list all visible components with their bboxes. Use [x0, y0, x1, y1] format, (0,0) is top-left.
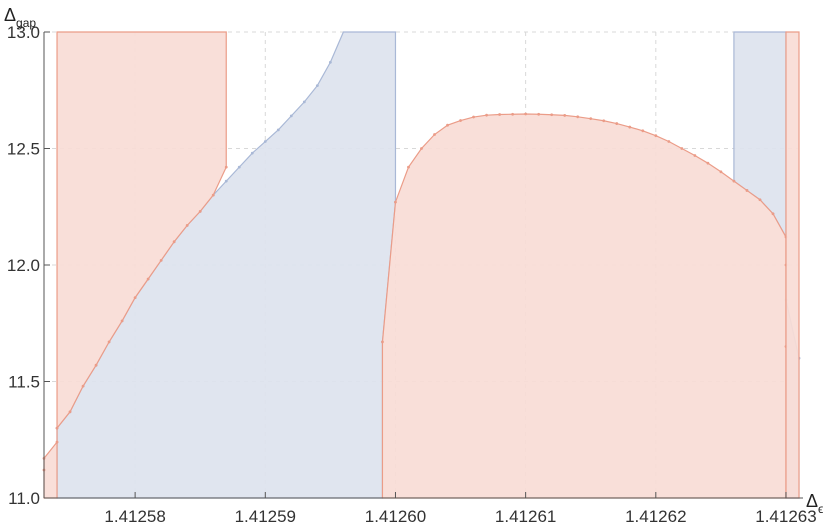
- y-axis-label: Δgap: [4, 5, 36, 30]
- point-red-3-6: [446, 123, 449, 127]
- x-tick-label-2: 1.41260: [365, 507, 426, 526]
- point-red-2-10: [172, 240, 176, 244]
- region-red-3: [381, 113, 787, 499]
- point-red-2-8: [198, 210, 202, 213]
- point-red-3-18: [602, 119, 606, 123]
- tick-labels: 1.41258 1.41259 1.41260 1.41261 1.41262 1.412…: [7, 23, 817, 526]
- point-blue-0-15: [237, 165, 241, 169]
- point-red-2-9: [185, 223, 189, 227]
- point-red-2-19: [55, 426, 59, 430]
- y-axis-label-sub: gap: [16, 16, 36, 30]
- point-blue-0-19: [289, 114, 293, 118]
- point-red-3-22: [654, 134, 658, 138]
- point-red-2-12: [146, 277, 150, 281]
- point-blue-0-17: [263, 140, 267, 143]
- point-red-3-30: [758, 198, 762, 202]
- point-blue-0-22: [328, 60, 332, 64]
- point-blue-0-21: [315, 84, 319, 87]
- point-red-2-18: [68, 410, 72, 414]
- point-red-3-2: [394, 200, 397, 204]
- point-red-2-11: [159, 258, 163, 262]
- point-red-2-3: [55, 440, 59, 444]
- y-tick-label-2: 12.0: [7, 256, 40, 275]
- y-tick-label-1: 11.5: [8, 373, 40, 392]
- point-red-3-7: [459, 119, 462, 122]
- point-blue-0-16: [250, 151, 254, 155]
- y-tick-label-4: 13.0: [7, 23, 40, 42]
- point-red-3-25: [693, 154, 697, 157]
- point-red-2-16: [94, 363, 98, 367]
- point-red-3-13: [537, 112, 541, 116]
- x-tick-label-0: 1.41258: [104, 507, 165, 526]
- point-red-3-24: [680, 147, 684, 150]
- axes: [43, 31, 803, 499]
- series-fills: [42, 31, 801, 499]
- point-red-2-17: [81, 384, 85, 388]
- point-red-2-6: [224, 165, 228, 169]
- point-red-3-3: [407, 165, 410, 169]
- point-red-3-4: [420, 147, 423, 150]
- x-tick-label-4: 1.41262: [625, 507, 686, 526]
- y-tick-label-3: 12.5: [7, 140, 40, 159]
- point-blue-0-20: [302, 100, 306, 104]
- point-red-3-19: [615, 122, 619, 125]
- y-tick-label-0: 11.0: [8, 489, 40, 508]
- x-axis-label-sub: ϵ: [818, 502, 823, 516]
- point-red-3-28: [732, 179, 736, 183]
- point-blue-0-18: [276, 128, 280, 132]
- point-red-3-15: [563, 114, 567, 117]
- x-axis-label-main: Δ: [806, 491, 818, 511]
- point-red-2-7: [211, 193, 215, 197]
- point-red-3-16: [576, 115, 580, 119]
- point-red-3-1: [381, 340, 384, 344]
- point-red-3-8: [472, 115, 475, 119]
- point-red-3-14: [550, 113, 554, 117]
- point-blue-0-14: [224, 179, 228, 183]
- point-red-2-13: [133, 296, 137, 300]
- x-tick-label-3: 1.41261: [495, 507, 556, 526]
- point-red-3-27: [719, 170, 723, 174]
- x-tick-label-5: 1.41263: [755, 507, 816, 526]
- region-red-4: [785, 31, 800, 499]
- point-red-3-31: [771, 212, 775, 216]
- point-red-3-12: [524, 112, 528, 116]
- point-red-2-15: [107, 340, 111, 344]
- point-red-3-20: [628, 125, 632, 129]
- point-red-3-26: [706, 161, 710, 165]
- point-red-2-14: [120, 319, 124, 323]
- point-red-3-23: [667, 140, 671, 143]
- y-axis-label-main: Δ: [4, 5, 16, 25]
- point-red-3-5: [433, 133, 436, 136]
- point-red-3-10: [498, 113, 502, 116]
- x-tick-label-1: 1.41259: [235, 507, 296, 526]
- point-red-3-9: [485, 113, 488, 117]
- point-red-3-11: [511, 112, 515, 116]
- x-axis-label: Δϵ: [806, 491, 823, 516]
- point-red-3-17: [589, 117, 593, 121]
- point-red-3-21: [641, 129, 645, 133]
- region-red-2: [43, 31, 227, 499]
- point-red-3-29: [745, 189, 749, 192]
